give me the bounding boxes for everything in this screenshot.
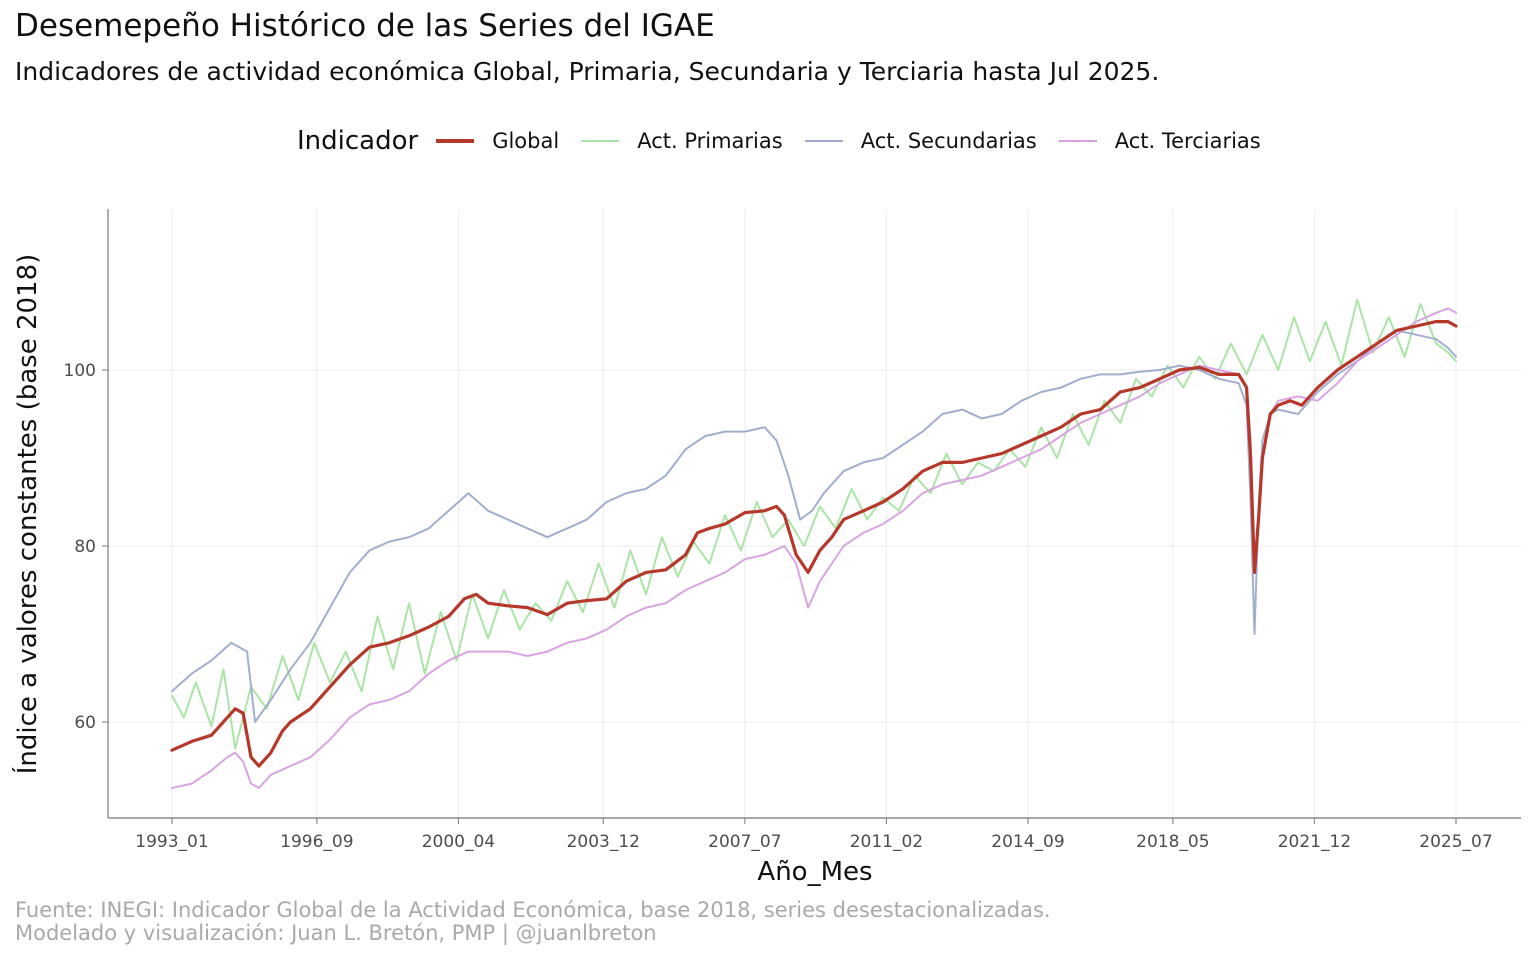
chart-subtitle: Indicadores de actividad económica Globa… (15, 57, 1160, 86)
ticks: 1993_01 1996_09 2000_04 2003_12 2007_07 2011_… (64, 361, 1493, 852)
legend-item-global: Global (436, 129, 559, 153)
legend-item-primarias: Act. Primarias (581, 129, 783, 153)
series-line-act-terciarias (171, 307, 1457, 789)
series-line-act-secundarias (171, 329, 1457, 723)
series-lines (170, 298, 1458, 789)
series-line-global (170, 320, 1458, 768)
legend: Indicador Global Act. Primarias Act. Sec… (297, 126, 1283, 156)
caption-source: Fuente: INEGI: Indicador Global de la Ac… (15, 898, 1051, 922)
x-tick-label: 2018_05 (1136, 832, 1209, 852)
y-tick-label: 80 (74, 537, 96, 557)
x-tick-label: 2025_07 (1419, 832, 1492, 852)
y-tick-label: 100 (64, 361, 96, 381)
legend-label-global: Global (492, 129, 560, 153)
x-tick-label: 2011_02 (850, 832, 923, 852)
legend-item-secundarias: Act. Secundarias (804, 129, 1037, 153)
x-tick-label: 2021_12 (1278, 832, 1351, 852)
legend-label-terciarias: Act. Terciarias (1114, 129, 1261, 153)
legend-key-global (436, 139, 475, 143)
x-tick-label: 2003_12 (567, 832, 640, 852)
y-axis-title: Índice a valores constantes (base 2018) (11, 254, 43, 775)
legend-label-secundarias: Act. Secundarias (860, 129, 1037, 153)
caption-credits: Modelado y visualización: Juan L. Bretón… (15, 921, 657, 945)
x-tick-label: 1996_09 (280, 832, 353, 852)
legend-key-secundarias (804, 140, 843, 142)
x-axis-title: Año_Mes (757, 857, 872, 887)
caption: Fuente: INEGI: Indicador Global de la Ac… (15, 899, 1051, 945)
x-tick-label: 2014_09 (991, 832, 1064, 852)
legend-title: Indicador (297, 126, 419, 156)
legend-label-primarias: Act. Primarias (637, 129, 783, 153)
x-tick-label: 2007_07 (708, 832, 781, 852)
axes (107, 209, 1521, 819)
grid (108, 209, 1521, 818)
chart-title: Desemepeño Histórico de las Series del I… (15, 8, 715, 44)
x-tick-label: 1993_01 (135, 832, 208, 852)
x-tick-label: 2000_04 (422, 832, 495, 852)
legend-key-terciarias (1058, 140, 1097, 142)
series-line-act-primarias (171, 298, 1457, 750)
y-tick-label: 60 (74, 713, 96, 733)
legend-key-primarias (581, 140, 620, 142)
legend-item-terciarias: Act. Terciarias (1058, 129, 1261, 153)
